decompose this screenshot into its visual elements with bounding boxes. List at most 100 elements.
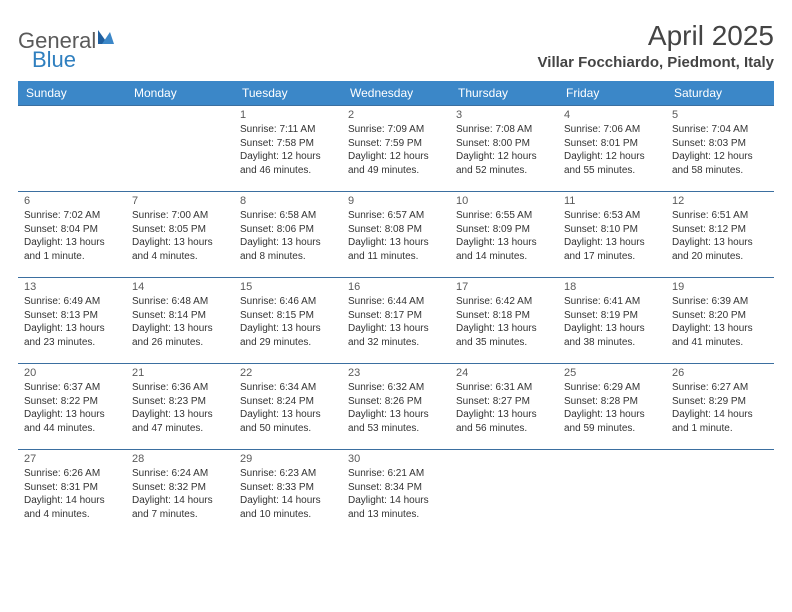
day-details: Sunrise: 6:44 AMSunset: 8:17 PMDaylight:… bbox=[348, 295, 444, 349]
week-row: 6 Sunrise: 7:02 AMSunset: 8:04 PMDaylight… bbox=[18, 192, 774, 278]
day-number: 9 bbox=[348, 195, 444, 207]
day-details: Sunrise: 6:49 AMSunset: 8:13 PMDaylight:… bbox=[24, 295, 120, 349]
day-header: Monday bbox=[126, 81, 234, 106]
day-details: Sunrise: 7:06 AMSunset: 8:01 PMDaylight:… bbox=[564, 123, 660, 177]
day-header: Wednesday bbox=[342, 81, 450, 106]
day-header: Thursday bbox=[450, 81, 558, 106]
day-number: 19 bbox=[672, 281, 768, 293]
month-title: April 2025 bbox=[538, 20, 774, 52]
week-row: 1Sunrise: 7:11 AMSunset: 7:58 PMDaylight… bbox=[18, 106, 774, 192]
day-cell bbox=[666, 450, 774, 536]
day-number: 16 bbox=[348, 281, 444, 293]
day-details: Sunrise: 6:24 AMSunset: 8:32 PMDaylight:… bbox=[132, 467, 228, 521]
day-cell bbox=[558, 450, 666, 536]
day-number: 28 bbox=[132, 453, 228, 465]
day-details: Sunrise: 7:09 AMSunset: 7:59 PMDaylight:… bbox=[348, 123, 444, 177]
day-details: Sunrise: 6:39 AMSunset: 8:20 PMDaylight:… bbox=[672, 295, 768, 349]
day-cell: 5 Sunrise: 7:04 AMSunset: 8:03 PMDaylight… bbox=[666, 106, 774, 192]
day-cell: 3 Sunrise: 7:08 AMSunset: 8:00 PMDaylight… bbox=[450, 106, 558, 192]
day-header: Tuesday bbox=[234, 81, 342, 106]
day-cell: 26Sunrise: 6:27 AMSunset: 8:29 PMDayligh… bbox=[666, 364, 774, 450]
day-number: 20 bbox=[24, 367, 120, 379]
day-header-row: SundayMondayTuesdayWednesdayThursdayFrid… bbox=[18, 81, 774, 106]
day-cell: 27 Sunrise: 6:26 AMSunset: 8:31 PMDayligh… bbox=[18, 450, 126, 536]
day-number: 22 bbox=[240, 367, 336, 379]
day-details: Sunrise: 6:29 AMSunset: 8:28 PMDaylight:… bbox=[564, 381, 660, 435]
day-cell: 15 Sunrise: 6:46 AMSunset: 8:15 PMDayligh… bbox=[234, 278, 342, 364]
day-number: 4 bbox=[564, 109, 660, 121]
day-details: Sunrise: 6:42 AMSunset: 8:18 PMDaylight:… bbox=[456, 295, 552, 349]
day-details: Sunrise: 6:48 AMSunset: 8:14 PMDaylight:… bbox=[132, 295, 228, 349]
day-details: Sunrise: 6:31 AMSunset: 8:27 PMDaylight:… bbox=[456, 381, 552, 435]
day-details: Sunrise: 6:36 AMSunset: 8:23 PMDaylight:… bbox=[132, 381, 228, 435]
logo-sail-icon bbox=[96, 28, 116, 51]
day-details: Sunrise: 7:02 AMSunset: 8:04 PMDaylight:… bbox=[24, 209, 120, 263]
day-number: 25 bbox=[564, 367, 660, 379]
day-number: 13 bbox=[24, 281, 120, 293]
week-row: 27 Sunrise: 6:26 AMSunset: 8:31 PMDayligh… bbox=[18, 450, 774, 536]
day-number: 23 bbox=[348, 367, 444, 379]
day-details: Sunrise: 6:23 AMSunset: 8:33 PMDaylight:… bbox=[240, 467, 336, 521]
day-cell: 6 Sunrise: 7:02 AMSunset: 8:04 PMDaylight… bbox=[18, 192, 126, 278]
day-details: Sunrise: 6:21 AMSunset: 8:34 PMDaylight:… bbox=[348, 467, 444, 521]
day-cell: 21 Sunrise: 6:36 AMSunset: 8:23 PMDayligh… bbox=[126, 364, 234, 450]
day-details: Sunrise: 6:26 AMSunset: 8:31 PMDaylight:… bbox=[24, 467, 120, 521]
day-number: 18 bbox=[564, 281, 660, 293]
day-cell: 17 Sunrise: 6:42 AMSunset: 8:18 PMDayligh… bbox=[450, 278, 558, 364]
day-cell: 23 Sunrise: 6:32 AMSunset: 8:26 PMDayligh… bbox=[342, 364, 450, 450]
day-cell: 10 Sunrise: 6:55 AMSunset: 8:09 PMDayligh… bbox=[450, 192, 558, 278]
day-cell: 19 Sunrise: 6:39 AMSunset: 8:20 PMDayligh… bbox=[666, 278, 774, 364]
title-block: April 2025 Villar Focchiardo, Piedmont, … bbox=[538, 20, 774, 71]
location-label: Villar Focchiardo, Piedmont, Italy bbox=[538, 54, 774, 71]
day-header: Friday bbox=[558, 81, 666, 106]
day-cell bbox=[18, 106, 126, 192]
day-cell: 1Sunrise: 7:11 AMSunset: 7:58 PMDaylight… bbox=[234, 106, 342, 192]
day-cell: 29Sunrise: 6:23 AMSunset: 8:33 PMDayligh… bbox=[234, 450, 342, 536]
day-details: Sunrise: 7:00 AMSunset: 8:05 PMDaylight:… bbox=[132, 209, 228, 263]
day-number: 8 bbox=[240, 195, 336, 207]
day-number: 17 bbox=[456, 281, 552, 293]
week-row: 20 Sunrise: 6:37 AMSunset: 8:22 PMDayligh… bbox=[18, 364, 774, 450]
day-number: 24 bbox=[456, 367, 552, 379]
day-details: Sunrise: 7:08 AMSunset: 8:00 PMDaylight:… bbox=[456, 123, 552, 177]
day-details: Sunrise: 6:46 AMSunset: 8:15 PMDaylight:… bbox=[240, 295, 336, 349]
day-number: 1 bbox=[240, 109, 336, 121]
day-details: Sunrise: 6:57 AMSunset: 8:08 PMDaylight:… bbox=[348, 209, 444, 263]
day-number: 11 bbox=[564, 195, 660, 207]
day-details: Sunrise: 6:51 AMSunset: 8:12 PMDaylight:… bbox=[672, 209, 768, 263]
day-number: 14 bbox=[132, 281, 228, 293]
day-details: Sunrise: 6:32 AMSunset: 8:26 PMDaylight:… bbox=[348, 381, 444, 435]
day-number: 7 bbox=[132, 195, 228, 207]
day-number: 21 bbox=[132, 367, 228, 379]
day-header: Sunday bbox=[18, 81, 126, 106]
day-cell: 30Sunrise: 6:21 AMSunset: 8:34 PMDayligh… bbox=[342, 450, 450, 536]
day-number: 6 bbox=[24, 195, 120, 207]
day-cell: 20 Sunrise: 6:37 AMSunset: 8:22 PMDayligh… bbox=[18, 364, 126, 450]
day-cell: 18Sunrise: 6:41 AMSunset: 8:19 PMDayligh… bbox=[558, 278, 666, 364]
day-number: 12 bbox=[672, 195, 768, 207]
day-header: Saturday bbox=[666, 81, 774, 106]
day-cell: 25 Sunrise: 6:29 AMSunset: 8:28 PMDayligh… bbox=[558, 364, 666, 450]
day-number: 27 bbox=[24, 453, 120, 465]
calendar-page: General April 2025 Villar Focchiardo, Pi… bbox=[0, 0, 792, 536]
day-number: 5 bbox=[672, 109, 768, 121]
day-number: 15 bbox=[240, 281, 336, 293]
day-cell bbox=[450, 450, 558, 536]
day-cell: 9 Sunrise: 6:57 AMSunset: 8:08 PMDaylight… bbox=[342, 192, 450, 278]
day-details: Sunrise: 6:37 AMSunset: 8:22 PMDaylight:… bbox=[24, 381, 120, 435]
day-number: 26 bbox=[672, 367, 768, 379]
day-number: 2 bbox=[348, 109, 444, 121]
calendar-table: SundayMondayTuesdayWednesdayThursdayFrid… bbox=[18, 81, 774, 536]
day-cell: 8Sunrise: 6:58 AMSunset: 8:06 PMDaylight… bbox=[234, 192, 342, 278]
day-cell: 7 Sunrise: 7:00 AMSunset: 8:05 PMDaylight… bbox=[126, 192, 234, 278]
week-row: 13 Sunrise: 6:49 AMSunset: 8:13 PMDayligh… bbox=[18, 278, 774, 364]
day-details: Sunrise: 6:34 AMSunset: 8:24 PMDaylight:… bbox=[240, 381, 336, 435]
logo-text-blue: Blue bbox=[32, 47, 76, 72]
day-cell: 28 Sunrise: 6:24 AMSunset: 8:32 PMDayligh… bbox=[126, 450, 234, 536]
day-details: Sunrise: 7:04 AMSunset: 8:03 PMDaylight:… bbox=[672, 123, 768, 177]
day-number: 10 bbox=[456, 195, 552, 207]
day-details: Sunrise: 6:55 AMSunset: 8:09 PMDaylight:… bbox=[456, 209, 552, 263]
day-cell: 4 Sunrise: 7:06 AMSunset: 8:01 PMDaylight… bbox=[558, 106, 666, 192]
day-cell: 16 Sunrise: 6:44 AMSunset: 8:17 PMDayligh… bbox=[342, 278, 450, 364]
day-number: 3 bbox=[456, 109, 552, 121]
